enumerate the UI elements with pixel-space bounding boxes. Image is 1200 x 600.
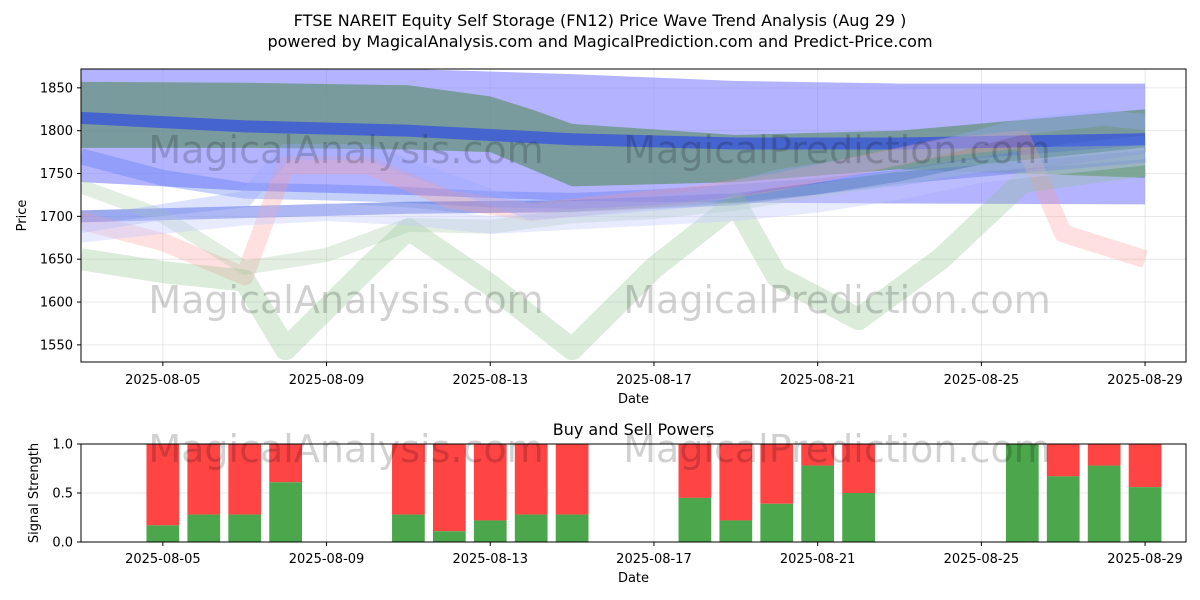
price-wave-line-7 — [81, 147, 1147, 243]
buy-bar — [228, 514, 262, 542]
chart-title: FTSE NAREIT Equity Self Storage (FN12) P… — [294, 11, 907, 30]
buy-bar — [801, 465, 835, 542]
buy-bar — [432, 531, 466, 542]
sell-bar — [187, 444, 221, 515]
watermark-analysis-top: MagicalAnalysis.com — [148, 128, 543, 172]
watermark-prediction-top: MagicalPrediction.com — [623, 128, 1051, 172]
buy-bar — [760, 503, 794, 542]
sell-bar — [801, 444, 835, 466]
buy-bar — [1087, 465, 1121, 542]
sell-bar — [1046, 444, 1080, 477]
price-y-tick-label-0: 1550 — [40, 338, 73, 353]
signal-x-tick-label-2: 2025-08-13 — [452, 552, 528, 567]
signal-title: Buy and Sell Powers — [553, 420, 715, 439]
price-panel: MagicalAnalysis.com MagicalPrediction.com… — [15, 68, 1187, 407]
price-wave-line-2 — [81, 135, 1146, 209]
buy-bar — [473, 520, 507, 542]
signal-x-tick-label-6: 2025-08-29 — [1107, 552, 1183, 567]
price-y-tick-label-6: 1850 — [40, 81, 73, 96]
price-y-axis-label: Price — [15, 200, 30, 232]
price-wave-line-1 — [81, 150, 1146, 223]
watermark-analysis-bottom: MagicalAnalysis.com — [148, 427, 543, 471]
price-y-tick-label-1: 1600 — [40, 296, 73, 311]
price-wave-line-4 — [81, 154, 1147, 361]
price-wave-line-3 — [81, 130, 1148, 286]
price-wave-line-5 — [81, 145, 1146, 275]
price-y-tick-label-2: 1650 — [40, 253, 73, 268]
watermark-prediction-mid: MagicalPrediction.com — [623, 278, 1051, 322]
watermark-analysis-mid: MagicalAnalysis.com — [148, 278, 543, 322]
buy-bar — [1005, 444, 1039, 542]
signal-y-tick-label-0: 0.0 — [52, 536, 73, 551]
chart-subtitle: powered by MagicalAnalysis.com and Magic… — [267, 32, 932, 51]
price-x-tick-label-4: 2025-08-21 — [780, 373, 856, 388]
buy-bar — [146, 525, 180, 542]
signal-y-axis-label: Signal Strength — [27, 443, 42, 543]
price-wave-line-0 — [81, 111, 1146, 150]
signal-y-tick-label-1: 0.5 — [52, 487, 73, 502]
price-plot-area — [81, 69, 1148, 361]
buy-bar — [514, 514, 548, 542]
buy-bar — [392, 514, 425, 542]
price-x-tick-label-3: 2025-08-17 — [616, 373, 692, 388]
sell-bar — [269, 444, 302, 483]
sell-bar — [432, 444, 466, 532]
signal-panel: Buy and Sell Powers MagicalAnalysis.com Ma… — [27, 420, 1187, 586]
sell-bar — [842, 444, 875, 493]
signal-x-tick-label-0: 2025-08-05 — [125, 552, 201, 567]
signal-x-tick-label-4: 2025-08-21 — [780, 552, 856, 567]
buy-bar — [1128, 487, 1162, 542]
buy-bar — [555, 514, 589, 542]
price-y-tick-label-4: 1750 — [40, 167, 73, 182]
price-x-tick-label-6: 2025-08-29 — [1107, 373, 1183, 388]
sell-bar — [678, 444, 712, 498]
price-y-tick-label-5: 1800 — [40, 124, 73, 139]
price-wave-line-6 — [81, 109, 1146, 233]
sell-bar — [555, 444, 589, 515]
price-y-tick-label-3: 1700 — [40, 210, 73, 225]
buy-bar — [269, 482, 302, 542]
price-axes-frame — [80, 68, 1187, 363]
signal-x-tick-label-3: 2025-08-17 — [616, 552, 692, 567]
sell-bar — [1128, 444, 1162, 488]
price-x-tick-label-0: 2025-08-05 — [125, 373, 201, 388]
sell-bar — [473, 444, 507, 521]
buy-bar — [842, 493, 875, 542]
price-x-axis-label: Date — [618, 392, 649, 407]
buy-bar — [719, 520, 753, 542]
sell-bar — [514, 444, 548, 515]
buy-bar — [678, 497, 712, 542]
price-x-tick-label-1: 2025-08-09 — [289, 373, 365, 388]
buy-bar — [187, 514, 221, 542]
sell-bar — [1087, 444, 1121, 466]
signal-y-tick-label-2: 1.0 — [52, 438, 73, 453]
sell-bar — [228, 444, 262, 515]
watermark-prediction-bottom: MagicalPrediction.com — [623, 427, 1051, 471]
signal-x-tick-label-5: 2025-08-25 — [944, 552, 1020, 567]
sell-bar — [719, 444, 753, 521]
signal-x-axis-label: Date — [618, 571, 649, 586]
price-x-tick-label-5: 2025-08-25 — [944, 373, 1020, 388]
price-x-tick-label-2: 2025-08-13 — [452, 373, 528, 388]
signal-x-tick-label-1: 2025-08-09 — [289, 552, 365, 567]
price-band-1 — [81, 81, 1146, 187]
sell-bar — [760, 444, 794, 504]
buy-bar — [1046, 476, 1080, 542]
sell-bar — [392, 444, 425, 515]
sell-bar — [146, 444, 180, 526]
